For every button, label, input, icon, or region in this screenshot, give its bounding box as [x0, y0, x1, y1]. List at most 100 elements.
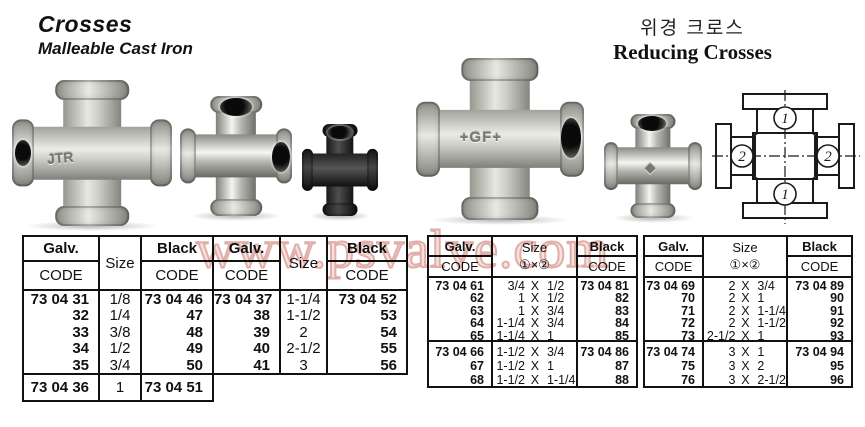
diagram-port-label-right: 2: [824, 149, 832, 165]
header-black-code: Black CODE: [142, 237, 214, 289]
size-pair: 1 X 1/2: [518, 291, 565, 306]
cross-left-flange: [604, 142, 618, 190]
cross-horizontal-arm: [604, 147, 702, 185]
galv-code: 73 04 61: [435, 279, 484, 293]
page-title: Crosses: [38, 11, 133, 37]
black-code-cell: 73 04 51: [142, 375, 214, 400]
diagram-port-circle-right: [816, 144, 840, 168]
galv-code: 39: [253, 323, 270, 341]
galv-code: 72: [681, 316, 695, 331]
cross-left-flange: [416, 101, 440, 177]
black-code: 85: [615, 328, 629, 340]
diagram-port-circle-top: [773, 106, 797, 130]
header-black: Black: [788, 237, 851, 257]
cross-horizontal-arm: [302, 153, 378, 187]
cross-top-flange: [55, 80, 129, 101]
black-code: 95: [830, 358, 844, 373]
gf-stamp: +GF+: [459, 129, 503, 147]
galv-code: 67: [470, 358, 484, 373]
size-pair: 1-1/4 X 3/4: [496, 316, 565, 331]
diagram-port-circle-bottom: [773, 182, 797, 206]
cross-top-opening: [220, 98, 253, 116]
black-code: 84: [615, 316, 629, 331]
size-pair: 1-1/4 X 1: [496, 328, 554, 340]
galv-code: 64: [470, 316, 484, 331]
header-black-code: Black CODE: [328, 237, 408, 289]
black-code-column: 73 04 86 87 88: [578, 342, 638, 386]
galv-code: 73 04 66: [435, 345, 484, 359]
header-galv-code: Galv. CODE: [645, 237, 704, 276]
size-value: 1/2: [109, 340, 131, 358]
size-value: 3: [299, 356, 308, 373]
table-header-row: Galv. CODE Size Black CODE Galv. CODE Si…: [24, 237, 408, 291]
size-pair: 3/4 X 1/2: [507, 279, 565, 293]
diagram-port-label-top: 1: [781, 111, 789, 127]
reducing-cross-diagram: 1 1 2 2: [712, 90, 860, 224]
photo-cross-galvanized-jtr: JTR: [12, 80, 172, 231]
header-black-code: Black CODE: [578, 237, 638, 276]
black-code: 50: [186, 356, 203, 373]
black-code: 96: [830, 372, 844, 386]
black-code: 73 04 89: [795, 279, 844, 293]
black-code-column: 73 04 46 47 48 49 50: [142, 291, 214, 373]
galv-code: 70: [681, 291, 695, 306]
black-code: 92: [830, 316, 844, 331]
black-code: 90: [830, 291, 844, 306]
galv-code: 73 04 69: [646, 279, 695, 293]
black-code-column: 73 04 94 95 96: [788, 342, 853, 386]
table-header-row: Galv. CODE Size ①×② Black CODE: [429, 237, 638, 278]
cross-left-flange: [180, 128, 196, 184]
cross-top-flange: [461, 58, 539, 81]
galv-code-column: 73 04 61 62 63 64 65: [429, 278, 493, 340]
galv-code: 32: [72, 307, 89, 325]
black-code: 73 04 81: [580, 279, 629, 293]
cross-right-flange: [688, 142, 702, 190]
reducing-crosses-table-left: Galv. CODE Size ①×② Black CODE 73 04 61 …: [427, 235, 638, 388]
black-code: 73 04 94: [795, 345, 844, 359]
cross-bottom-flange: [461, 197, 539, 220]
black-code: 49: [186, 340, 203, 358]
galv-code: 73 04 36: [30, 379, 89, 396]
header-code: CODE: [800, 259, 839, 274]
title-block: Crosses Malleable Cast Iron: [38, 11, 193, 59]
header-galv-code: Galv. CODE: [429, 237, 493, 276]
black-code: 82: [615, 291, 629, 306]
cross-top-opening: [638, 116, 667, 131]
cross-bottom-flange: [210, 199, 262, 216]
header-size-label: Size: [521, 240, 548, 256]
header-black-code: Black CODE: [788, 237, 853, 276]
photo-shadow: [308, 211, 372, 221]
galv-code-column: 73 04 37 38 39 40 41: [214, 291, 281, 373]
header-size: Size: [100, 237, 142, 289]
header-size: Size ①×②: [493, 237, 578, 276]
cross-right-flange: [149, 119, 172, 187]
cross-horizontal-arm: [12, 126, 172, 180]
cross-right-opening: [561, 117, 581, 158]
galv-code: 73: [681, 328, 695, 340]
black-code-column: 73 04 81 82 83 84 85: [578, 278, 638, 340]
photo-shadow: [429, 215, 571, 225]
cross-bottom-flange: [322, 203, 358, 216]
galv-code: 40: [253, 340, 270, 358]
size-column: 3/4 X 1/2 1 X 1/2 1 X 3/4 1-1/4 X 3/4 1-1/4 X 1: [493, 278, 578, 340]
black-code: 56: [380, 356, 397, 373]
photo-shadow: [611, 213, 695, 223]
galv-code-cell: 73 04 36: [24, 375, 100, 400]
size-column: 1-1/4 1-1/2 2 2-1/2 3: [281, 291, 328, 373]
cross-bottom-flange: [630, 203, 676, 218]
black-code: 53: [380, 307, 397, 325]
photo-cross-galvanized-shiny: [180, 96, 292, 221]
photo-shadow: [188, 211, 284, 221]
size-value: 1-1/2: [286, 307, 321, 325]
diamond-stamp: ◆: [645, 159, 656, 175]
table-header-row: Galv. CODE Size ①×② Black CODE: [645, 237, 853, 278]
size-pair: 1-1/2 X 1-1/4: [496, 372, 576, 386]
galv-code-column: 73 04 69 70 71 72 73: [645, 278, 704, 340]
table-body-group: 73 04 66 67 68 1-1/2 X 3/4 1-1/2 X 1 1-1/2 X 1…: [429, 342, 638, 388]
size-column: 1/8 1/4 3/8 1/2 3/4: [100, 291, 142, 373]
